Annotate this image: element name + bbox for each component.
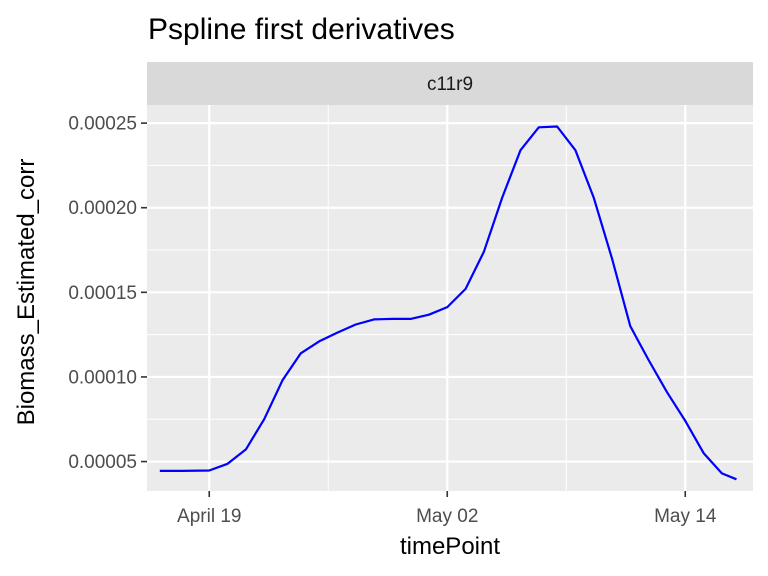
x-tick-label: April 19: [177, 506, 241, 527]
facet-strip: c11r9: [147, 62, 753, 105]
chart-title: Pspline first derivatives: [148, 13, 455, 46]
y-tick-label: 0.00010: [68, 367, 137, 388]
facet-strip-label: c11r9: [427, 74, 473, 95]
y-tick-label: 0.00020: [68, 198, 137, 219]
plot-panel: [147, 105, 753, 491]
y-tick-label: 0.00015: [68, 283, 137, 304]
y-axis-title: Biomass_Estimated_corr: [13, 159, 40, 426]
major-gridlines: [147, 105, 753, 491]
x-axis-title: timePoint: [400, 533, 500, 560]
series-layer: [159, 125, 737, 481]
minor-gridlines: [147, 105, 753, 491]
facet-strip-background: [147, 62, 753, 105]
y-axis: 0.00005 0.00010 0.00015 0.00020 0.00025: [68, 114, 147, 473]
series-line: [159, 125, 737, 481]
x-tick-label: May 02: [416, 506, 478, 527]
x-axis: April 19 May 02 May 14: [177, 491, 717, 527]
y-tick-label: 0.00005: [68, 452, 137, 473]
y-tick-label: 0.00025: [68, 114, 137, 135]
x-tick-label: May 14: [654, 506, 717, 527]
